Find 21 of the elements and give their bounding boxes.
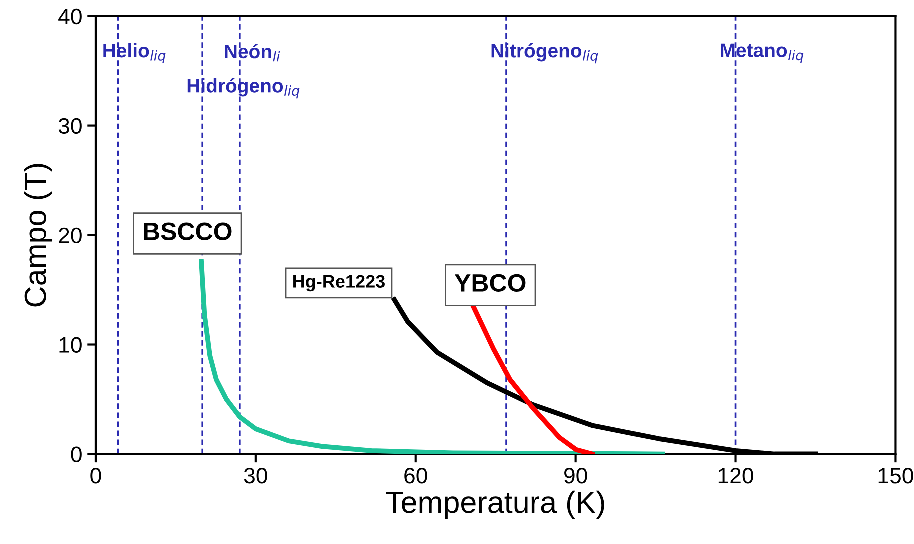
y-tick-label: 40 [58,8,82,25]
series-label: Hg-Re1223 [294,275,385,292]
x-tick-label: 90 [564,468,588,484]
series-label: BSCCO [144,222,232,240]
x-tick-label: 150 [878,468,914,484]
series-label: YBCO [454,274,526,292]
y-tick-label: 10 [60,337,82,354]
ref-line-label: Nitrógeno$_{liq}$ [492,43,598,64]
x-tick-label: 60 [404,468,428,484]
x-tick-label: 30 [244,468,268,484]
y-tick-label: 0 [71,446,82,463]
ref-line-label: Helio$_{liq}$ [104,43,166,64]
x-tick-label: 120 [718,468,754,484]
x-axis-title: Temperatura (K) [386,490,604,520]
ref-line-label: Hidrógeno$_{liq}$ [188,78,300,99]
ref-line-label: Neón$_{li}$ [225,44,280,62]
x-tick-label: 0 [90,468,102,484]
y-axis-title: Campo (T) [24,164,53,307]
y-tick-label: 20 [59,228,82,244]
ref-line-label: Metano$_{liq}$ [721,44,804,64]
y-tick-label: 30 [58,118,82,134]
